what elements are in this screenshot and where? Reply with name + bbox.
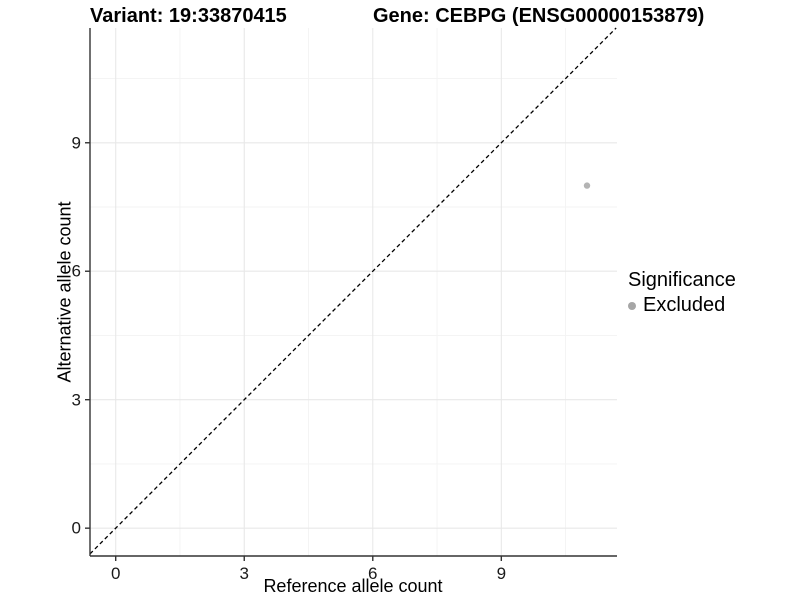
legend-item-label: Excluded: [643, 294, 726, 316]
y-tick-label: 0: [71, 518, 81, 538]
x-tick-label: 3: [239, 564, 249, 583]
data-point-excluded: [583, 182, 591, 189]
y-axis-title: Alternative allele count: [54, 201, 75, 383]
y-tick-label: 9: [71, 133, 81, 153]
x-axis-title: Reference allele count: [263, 576, 443, 596]
x-tick-label: 9: [496, 564, 507, 583]
plot-title-gene: Gene: CEBPG (ENSG00000153879): [373, 5, 705, 27]
legend-title: Significance: [628, 269, 736, 291]
identity-dashed-line: [89, 27, 617, 555]
legend-item-excluded: Excluded: [628, 294, 736, 317]
x-tick-label: 6: [368, 564, 378, 583]
y-tick-label: 6: [71, 261, 81, 281]
legend: Significance Excluded: [628, 269, 736, 317]
legend-point-icon: [628, 301, 636, 310]
y-tick-label: 3: [71, 390, 81, 410]
x-tick-label: 0: [110, 564, 121, 583]
plot-title-variant: Variant: 19:33870415: [90, 5, 287, 27]
